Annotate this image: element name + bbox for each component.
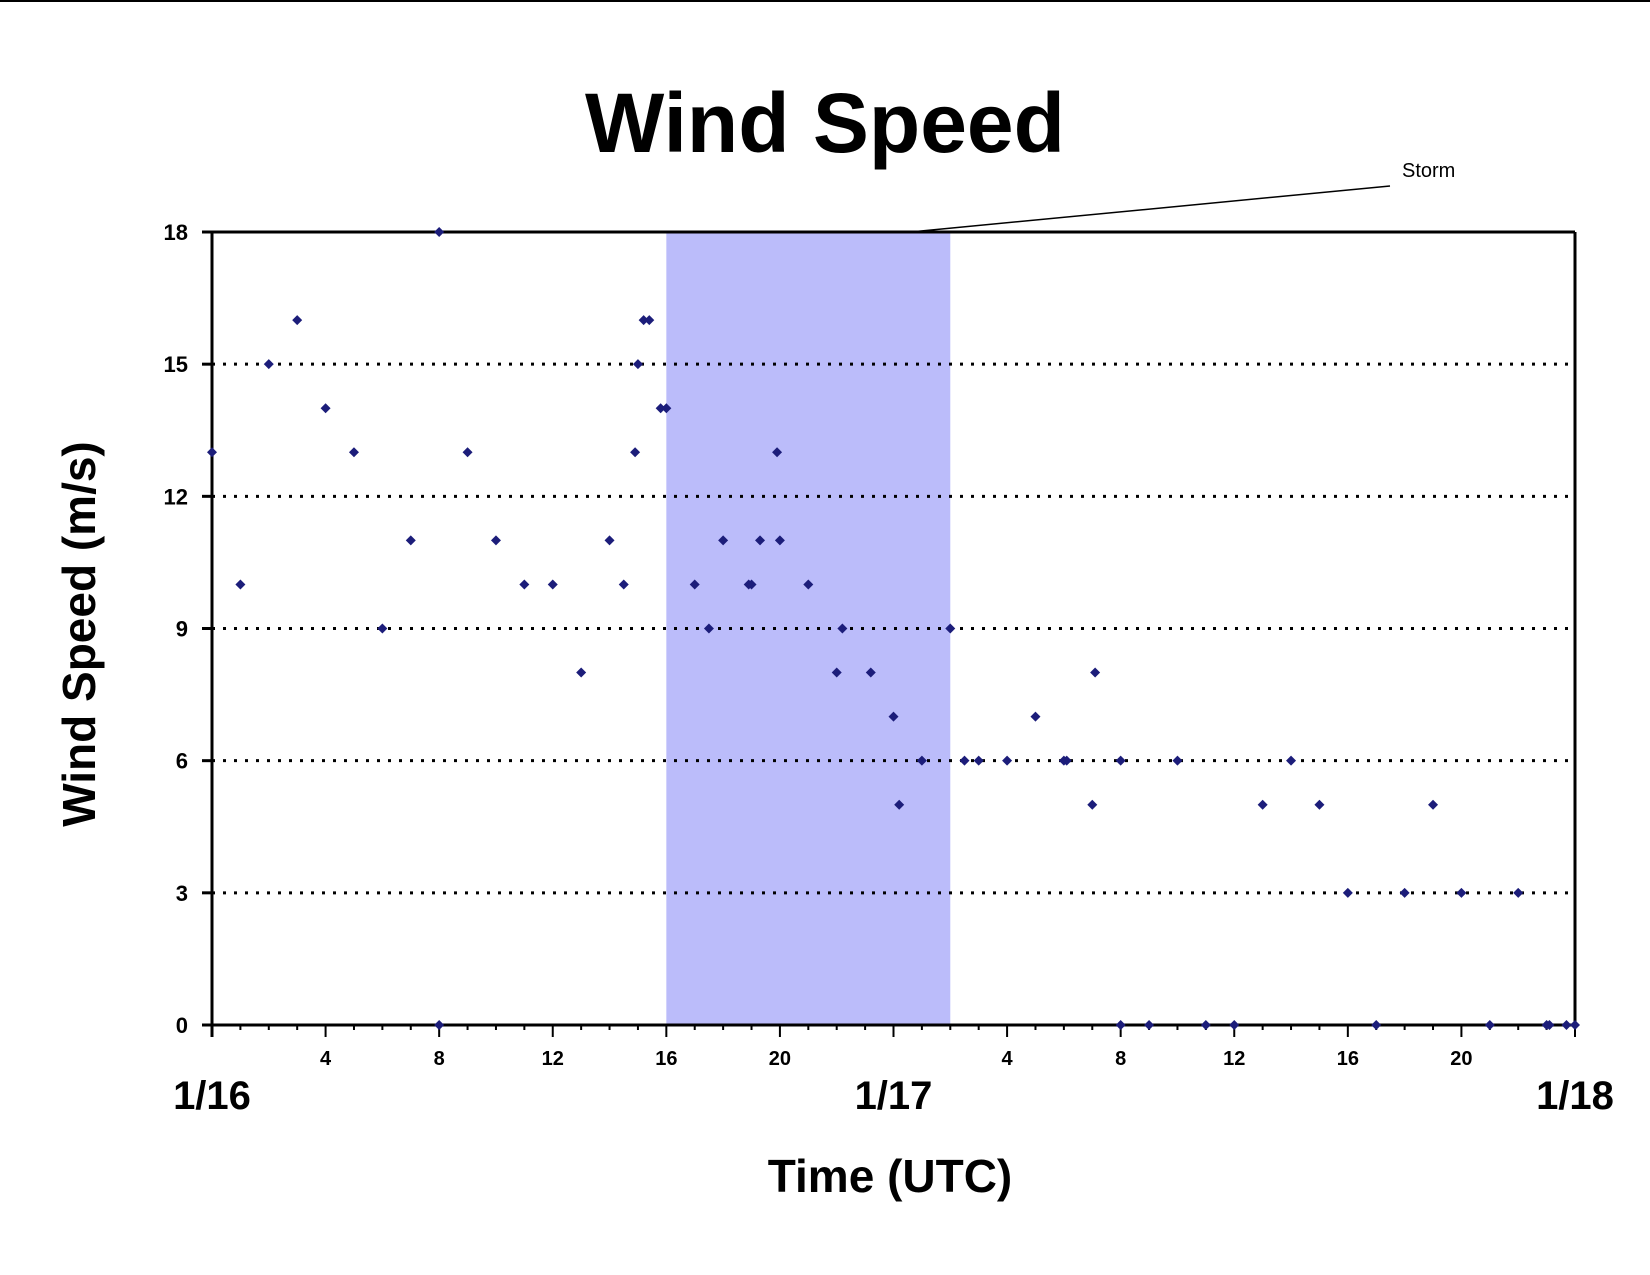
- y-tick-label: 9: [176, 617, 188, 642]
- data-point: [1513, 887, 1524, 898]
- data-point: [1561, 1020, 1572, 1030]
- data-point: [703, 623, 714, 634]
- y-tick-label: 3: [176, 881, 188, 906]
- x-hour-tick-label: 8: [1115, 1048, 1126, 1070]
- data-point: [1570, 1020, 1580, 1030]
- data-point: [746, 579, 757, 590]
- x-hour-tick-label: 12: [1223, 1048, 1245, 1070]
- data-point: [1314, 799, 1325, 810]
- data-point: [1090, 667, 1101, 678]
- data-point: [519, 579, 530, 590]
- data-point: [638, 315, 649, 326]
- data-point: [405, 535, 416, 546]
- tick-labels: 0 3 6 9 12 15 18 4 8 12 16 20 4 8 12 16 20 1/16 1/17 1/18: [164, 220, 1614, 1118]
- data-point: [865, 667, 876, 678]
- data-point: [292, 315, 303, 326]
- data-point: [1144, 1020, 1155, 1030]
- data-point: [1484, 1020, 1495, 1030]
- data-point: [235, 579, 246, 590]
- y-tick-label: 0: [176, 1013, 188, 1038]
- data-point: [377, 623, 388, 634]
- data-point: [320, 403, 331, 414]
- data-point: [263, 359, 274, 370]
- data-point: [774, 535, 785, 546]
- data-point: [837, 623, 848, 634]
- data-point: [1544, 1020, 1555, 1030]
- data-point: [1257, 799, 1268, 810]
- x-hour-tick-label: 12: [542, 1048, 564, 1070]
- data-point: [888, 711, 899, 722]
- data-point: [718, 535, 729, 546]
- data-point: [1229, 1020, 1240, 1030]
- data-point: [661, 403, 672, 414]
- data-point: [916, 755, 927, 766]
- data-point: [894, 799, 905, 810]
- data-point: [1115, 755, 1126, 766]
- x-hour-tick-label: 8: [434, 1048, 445, 1070]
- data-point: [434, 227, 445, 237]
- data-point: [1002, 755, 1013, 766]
- data-point: [644, 315, 655, 326]
- data-point: [1061, 755, 1072, 766]
- data-point: [945, 623, 956, 634]
- data-point: [831, 667, 842, 678]
- y-tick-label: 15: [164, 352, 188, 377]
- y-tick-label: 6: [176, 749, 188, 774]
- data-point: [1399, 887, 1410, 898]
- y-tick-label: 18: [164, 220, 188, 245]
- x-hour-tick-label: 20: [769, 1048, 791, 1070]
- data-point: [1172, 755, 1183, 766]
- data-point: [655, 403, 666, 414]
- data-point: [1428, 799, 1439, 810]
- storm-leader-line: [910, 185, 1391, 233]
- data-point: [604, 535, 615, 546]
- data-point: [490, 535, 501, 546]
- data-point: [755, 535, 766, 546]
- data-point: [576, 667, 587, 678]
- x-date-tick-label: 1/16: [173, 1074, 251, 1118]
- data-point: [630, 447, 641, 458]
- data-point: [618, 579, 629, 590]
- chart-title: Wind Speed: [585, 76, 1065, 170]
- x-axis-label: Time (UTC): [768, 1150, 1013, 1202]
- data-point: [462, 447, 473, 458]
- top-border-line: [0, 0, 1650, 2]
- y-axis-label: Wind Speed (m/s): [53, 441, 105, 827]
- x-hour-tick-label: 20: [1450, 1048, 1472, 1070]
- x-hour-tick-label: 16: [1337, 1048, 1359, 1070]
- data-point: [1200, 1020, 1211, 1030]
- data-points: [207, 227, 1580, 1030]
- data-point: [348, 447, 359, 458]
- x-hour-tick-label: 4: [320, 1048, 332, 1070]
- data-point: [1342, 887, 1353, 898]
- data-point: [1371, 1020, 1382, 1030]
- data-point: [1115, 1020, 1126, 1030]
- data-point: [1030, 711, 1041, 722]
- data-point: [434, 1020, 445, 1030]
- data-point: [973, 755, 984, 766]
- y-tick-label: 12: [164, 484, 188, 509]
- annotations: Storm: [910, 160, 1455, 233]
- data-point: [689, 579, 700, 590]
- data-point: [1286, 755, 1297, 766]
- data-point: [207, 447, 217, 458]
- x-hour-tick-label: 4: [1002, 1048, 1014, 1070]
- data-point: [1087, 799, 1098, 810]
- data-point: [547, 579, 558, 590]
- x-date-tick-label: 1/17: [855, 1074, 933, 1118]
- x-hour-tick-label: 16: [655, 1048, 677, 1070]
- data-point: [959, 755, 970, 766]
- data-point: [1456, 887, 1467, 898]
- data-point: [632, 359, 643, 370]
- storm-annotation-label: Storm: [1402, 160, 1455, 182]
- data-point: [803, 579, 814, 590]
- data-point: [772, 447, 783, 458]
- x-date-tick-label: 1/18: [1536, 1074, 1614, 1118]
